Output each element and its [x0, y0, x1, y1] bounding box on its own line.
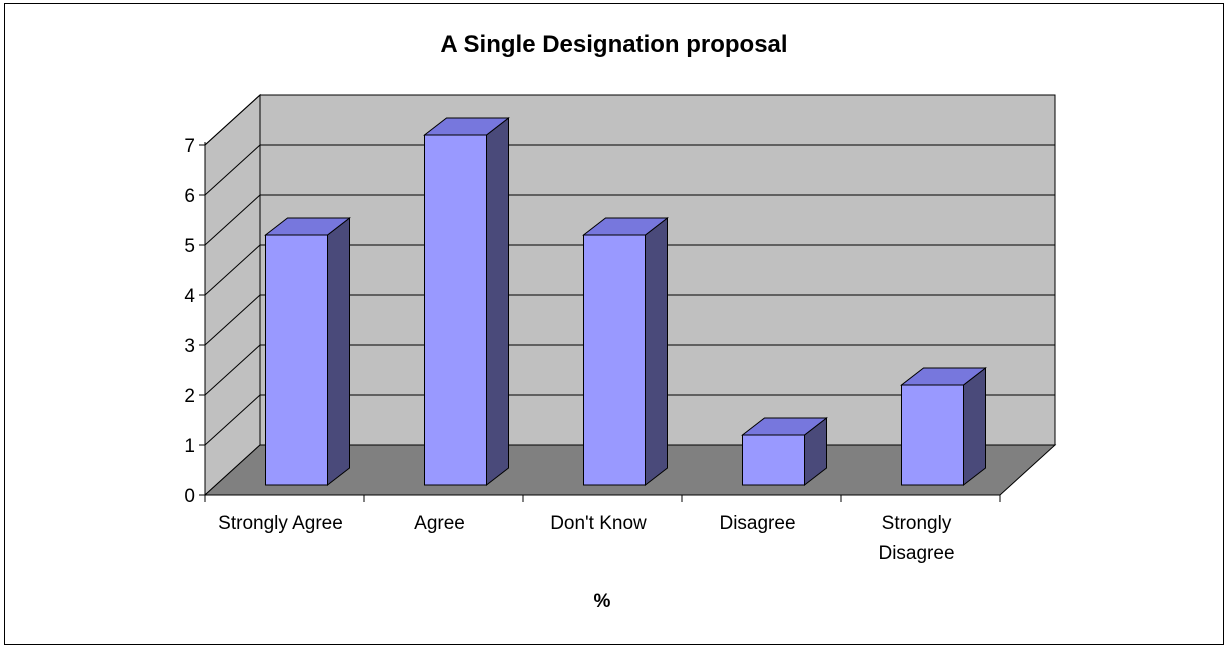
- gridline: [204, 144, 1055, 196]
- gridline: [204, 294, 1055, 346]
- gridline: [204, 244, 1055, 296]
- y-tick-label: 1: [184, 436, 195, 457]
- x-tick-label: Strongly Agree: [218, 513, 343, 534]
- bar-side: [963, 366, 986, 487]
- bar-side: [486, 116, 509, 487]
- y-tick-label: 2: [184, 386, 195, 407]
- gridlines: [204, 94, 1055, 446]
- bar-front: [583, 234, 646, 486]
- gridline: [204, 194, 1055, 246]
- x-axis-label: %: [594, 591, 611, 612]
- gridline: [204, 394, 1055, 446]
- y-tick-label: 5: [184, 236, 195, 257]
- bar-front: [742, 434, 805, 486]
- bar-front: [424, 134, 487, 486]
- bars: [264, 116, 987, 487]
- bar-front: [901, 384, 964, 486]
- bar-front: [265, 234, 328, 486]
- bar: [741, 416, 828, 487]
- bar: [900, 366, 987, 487]
- chart-title: A Single Designation proposal: [440, 31, 787, 58]
- y-tick-label: 6: [184, 186, 195, 207]
- x-tick-label: Strongly Disagree: [878, 513, 954, 564]
- axes: [204, 142, 1000, 496]
- y-tick-label: 0: [184, 486, 195, 507]
- bar-side: [645, 216, 668, 487]
- bar: [582, 216, 669, 487]
- bar: [423, 116, 510, 487]
- x-tick-label: Agree: [414, 513, 465, 534]
- side-wall: [204, 93, 261, 497]
- x-tick-label: Disagree: [719, 513, 795, 534]
- y-tick-label: 3: [184, 336, 195, 357]
- y-tick-label: 4: [184, 286, 195, 307]
- bar-side: [327, 216, 350, 487]
- y-axis-ticks: 0 1 2 3 4 5 6 7: [184, 136, 205, 507]
- gridline: [204, 344, 1055, 396]
- gridline: [204, 94, 1055, 146]
- x-axis-ticks: Strongly Agree Agree Don't Know Disagree Str…: [204, 495, 1001, 564]
- y-tick-label: 7: [184, 136, 195, 157]
- x-tick-label: Don't Know: [550, 513, 647, 534]
- bar: [264, 216, 351, 487]
